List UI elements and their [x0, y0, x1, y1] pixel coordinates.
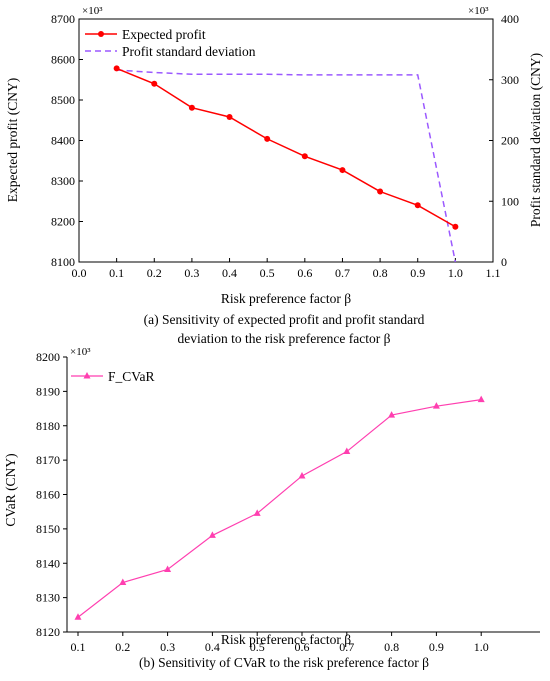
- chart-b: 0.1 0.2 0.3 0.4 0.5 0.6 0.7 0.8 0.9 1.0 812081308…: [3, 346, 540, 670]
- chart-b-caption: (b) Sensitivity of CVaR to the risk pref…: [139, 655, 429, 670]
- chart-b-y-axis-title: CVaR (CNY): [3, 453, 18, 526]
- legend-profit-std-label: Profit standard deviation: [122, 44, 256, 59]
- chart-b-x-tick-label: 0.4: [205, 640, 220, 654]
- chart-b-x-tick-label: 0.6: [295, 640, 310, 654]
- chart-b-x-tick-label: 0.9: [429, 640, 444, 654]
- chart-b-x-tick-label: 0.2: [115, 640, 130, 654]
- expected-profit-point: [226, 114, 233, 121]
- chart-b-y-tick-label: 8140: [36, 556, 60, 570]
- fcvar-point: [343, 447, 351, 455]
- chart-a-y2-tick-label: 300: [501, 73, 519, 87]
- expected-profit-point: [264, 135, 271, 142]
- chart-a-y-multiplier: ×10³: [82, 5, 103, 17]
- legend-fcvar-label: F_CVaR: [108, 369, 155, 384]
- chart-b-x-tick-label: 0.7: [339, 640, 354, 654]
- fcvar-point: [477, 395, 485, 403]
- chart-a-y-tick-label: 8600: [51, 53, 75, 67]
- chart-a-y2-axis-title: Profit standard deviation (CNY): [528, 53, 543, 227]
- chart-b-x-tick-label: 1.0: [474, 640, 489, 654]
- chart-b-series: [74, 395, 485, 620]
- chart-a-x-tick-label: 0.3: [184, 266, 199, 280]
- chart-a-x-tick-label: 1.0: [448, 266, 463, 280]
- chart-a-caption-line2: deviation to the risk preference factor …: [177, 331, 390, 346]
- expected-profit-point: [414, 202, 421, 209]
- expected-profit-point: [452, 223, 459, 230]
- legend-fcvar-marker: [83, 372, 91, 379]
- profit-std-line: [116, 69, 457, 263]
- fcvar-point: [208, 531, 216, 538]
- chart-b-x-axis: 0.1 0.2 0.3 0.4 0.5 0.6 0.7 0.8 0.9 1.0: [71, 632, 489, 654]
- chart-a-y-tick-label: 8700: [51, 12, 75, 26]
- chart-a-x-tick-label: 0.5: [260, 266, 275, 280]
- chart-b-y-tick-label: 8150: [36, 522, 60, 536]
- chart-a-y2-tick-label: 200: [501, 134, 519, 148]
- chart-a-x-tick-label: 0.2: [147, 266, 162, 280]
- chart-a-y-tick-label: 8200: [51, 215, 75, 229]
- chart-b-y-tick-label: 8120: [36, 625, 60, 639]
- chart-b-y-axis: 8120 8130 8140 8150 8160 8170 8180 8190 8200: [36, 350, 67, 639]
- chart-a-y2-tick-label: 0: [501, 255, 507, 269]
- chart-b-x-tick-label: 0.1: [71, 640, 86, 654]
- chart-a-y-tick-label: 8500: [51, 93, 75, 107]
- fcvar-line: [77, 399, 482, 618]
- chart-b-x-tick-label: 0.8: [384, 640, 399, 654]
- chart-a-x-tick-label: 1.1: [486, 266, 501, 280]
- chart-a-x-tick-label: 0.7: [335, 266, 350, 280]
- expected-profit-point: [377, 188, 384, 195]
- expected-profit-point: [151, 80, 158, 87]
- chart-a-y2-multiplier: ×10³: [468, 5, 489, 17]
- chart-b-y-tick-label: 8160: [36, 488, 60, 502]
- expected-profit-point: [188, 104, 195, 111]
- chart-a-y-axis-left: 8100 8200 8300 8400 8500 8600 8700: [51, 12, 83, 269]
- fcvar-point: [388, 411, 396, 418]
- expected-profit-point: [339, 167, 346, 174]
- chart-b-y-tick-label: 8200: [36, 350, 60, 364]
- chart-b-y-tick-label: 8180: [36, 419, 60, 433]
- chart-a-x-tick-label: 0.8: [373, 266, 388, 280]
- chart-a-y-tick-label: 8400: [51, 134, 75, 148]
- fcvar-point: [119, 578, 127, 585]
- chart-a-x-tick-label: 0.6: [297, 266, 312, 280]
- chart-a-y2-tick-label: 100: [501, 194, 519, 208]
- chart-b-legend: F_CVaR: [71, 369, 155, 384]
- chart-a-y-axis-right: 0 100 200 300 400: [489, 12, 519, 269]
- chart-b-x-axis-title: Risk preference factor β: [221, 632, 351, 647]
- chart-a-legend: Expected profit Profit standard deviatio…: [85, 27, 256, 59]
- chart-b-y-multiplier: ×10³: [70, 346, 91, 358]
- chart-a-y2-tick-label: 400: [501, 12, 519, 26]
- expected-profit-point: [113, 65, 120, 72]
- fcvar-point: [253, 509, 261, 516]
- chart-a-x-axis: 0.0 0.1 0.2 0.3 0.4 0.5 0.6 0.7 0.8 0.9 1.0 1.1: [72, 258, 501, 280]
- fcvar-point: [164, 565, 172, 572]
- expected-profit-line: [116, 67, 456, 228]
- chart-a-x-tick-label: 0.1: [109, 266, 124, 280]
- chart-a-y-tick-label: 8300: [51, 174, 75, 188]
- chart-b-y-tick-label: 8170: [36, 453, 60, 467]
- chart-a-x-tick-label: 0.9: [410, 266, 425, 280]
- chart-a: 0.0 0.1 0.2 0.3 0.4 0.5 0.6 0.7 0.8 0.9 1.0 1.1 810…: [5, 5, 543, 346]
- chart-a-x-tick-label: 0.0: [72, 266, 87, 280]
- legend-expected-profit-marker: [98, 31, 104, 37]
- fcvar-point: [74, 613, 82, 620]
- chart-a-y-axis-title: Expected profit (CNY): [5, 78, 20, 202]
- chart-a-y-tick-label: 8100: [51, 255, 75, 269]
- chart-b-x-tick-label: 0.3: [160, 640, 175, 654]
- chart-b-x-tick-label: 0.5: [250, 640, 265, 654]
- chart-a-caption-line1: (a) Sensitivity of expected profit and p…: [144, 312, 425, 327]
- chart-a-x-tick-label: 0.4: [222, 266, 237, 280]
- chart-a-x-axis-title: Risk preference factor β: [221, 291, 351, 306]
- chart-b-y-tick-label: 8130: [36, 591, 60, 605]
- legend-expected-profit-label: Expected profit: [122, 27, 206, 42]
- fcvar-point: [298, 471, 306, 479]
- chart-b-y-tick-label: 8190: [36, 384, 60, 398]
- expected-profit-point: [301, 153, 308, 160]
- chart-a-series: [113, 65, 459, 263]
- fcvar-point: [432, 402, 440, 409]
